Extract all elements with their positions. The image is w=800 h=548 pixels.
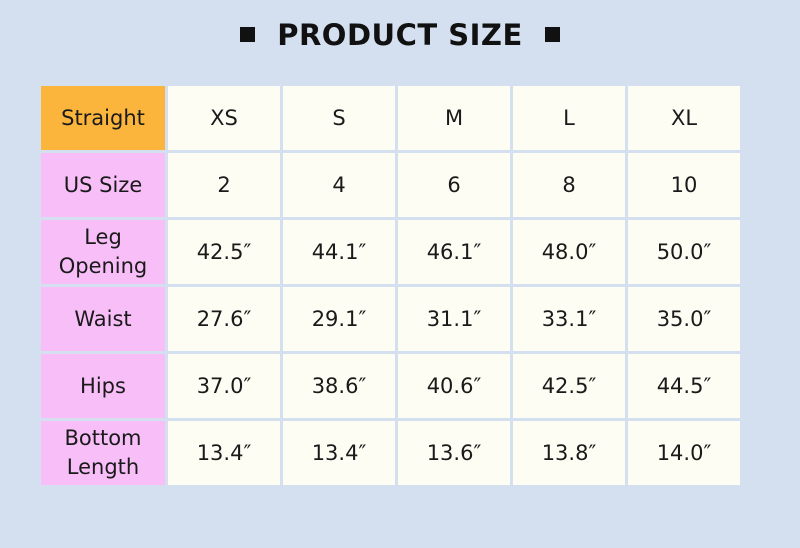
table-row: Waist 27.6″ 29.1″ 31.1″ 33.1″ 35.0″ [41,284,740,354]
table-row: Bottom Length 13.4″ 13.4″ 13.6″ 13.8″ 14.0″ [41,418,740,485]
square-bullet-icon [544,26,560,42]
size-header: L [510,86,628,153]
size-header: S [280,86,398,153]
table-cell: 35.0″ [625,284,740,354]
corner-cell: Straight [41,86,168,153]
table-cell: 37.0″ [165,351,283,421]
row-label: US Size [41,150,168,220]
row-label: Waist [41,284,168,354]
table-cell: 13.4″ [280,418,398,485]
table-header-row: Straight XS S M L XL [41,86,740,153]
table-cell: 46.1″ [395,217,513,287]
square-bullet-icon [240,26,256,42]
table-cell: 2 [165,150,283,220]
table-row: Hips 37.0″ 38.6″ 40.6″ 42.5″ 44.5″ [41,351,740,421]
table-cell: 27.6″ [165,284,283,354]
size-header: XL [625,86,740,153]
table-cell: 13.8″ [510,418,628,485]
size-chart-table: Straight XS S M L XL US Size 2 4 6 8 10 Leg Op… [41,86,740,485]
table-cell: 13.4″ [165,418,283,485]
table-cell: 40.6″ [395,351,513,421]
table-cell: 42.5″ [510,351,628,421]
title-text: PRODUCT SIZE [277,18,523,52]
table-cell: 33.1″ [510,284,628,354]
table-cell: 6 [395,150,513,220]
table-cell: 31.1″ [395,284,513,354]
table-row: US Size 2 4 6 8 10 [41,150,740,220]
table-cell: 44.5″ [625,351,740,421]
table-cell: 13.6″ [395,418,513,485]
row-label: Bottom Length [41,418,168,485]
table-cell: 29.1″ [280,284,398,354]
table-cell: 44.1″ [280,217,398,287]
row-label: Leg Opening [41,217,168,287]
table-cell: 10 [625,150,740,220]
size-header: M [395,86,513,153]
table-cell: 8 [510,150,628,220]
table-row: Leg Opening 42.5″ 44.1″ 46.1″ 48.0″ 50.0″ [41,217,740,287]
size-header: XS [165,86,283,153]
table-cell: 50.0″ [625,217,740,287]
table-cell: 48.0″ [510,217,628,287]
row-label: Hips [41,351,168,421]
table-cell: 42.5″ [165,217,283,287]
table-cell: 4 [280,150,398,220]
page-title: PRODUCT SIZE [0,18,800,52]
table-cell: 14.0″ [625,418,740,485]
table-cell: 38.6″ [280,351,398,421]
